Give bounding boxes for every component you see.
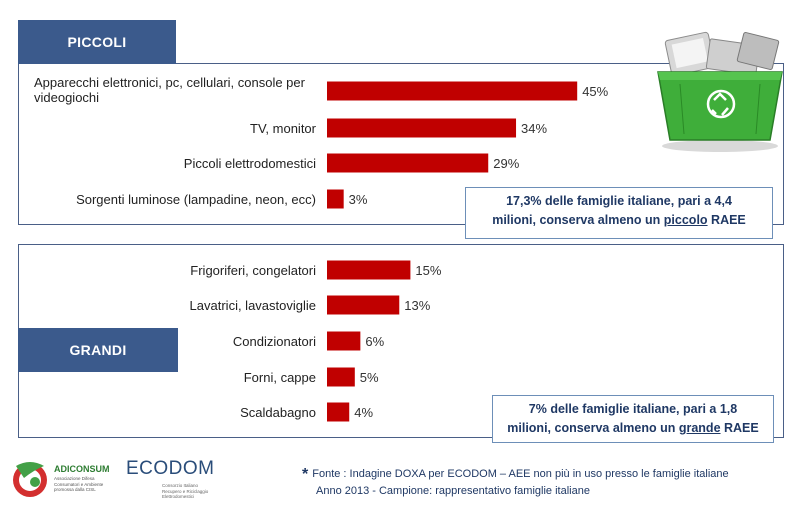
ecodom-subtitle: Consorzio Italiano Recupero e Riciclaggi… <box>162 483 209 499</box>
value-label-1-1: 13% <box>404 298 430 313</box>
bar-0-2 <box>327 153 489 173</box>
value-label-0-1: 34% <box>521 121 547 136</box>
category-label-1-0: Frigoriferi, congelatori <box>190 263 316 278</box>
category-label-0-1: TV, monitor <box>250 121 317 136</box>
value-label-1-0: 15% <box>415 263 441 278</box>
adiconsum-subtitle: Associazione Difesa Consumatori e Ambien… <box>54 476 104 492</box>
ecodom-name: ECODOM <box>126 458 215 479</box>
small-appliances-tab: PICCOLI <box>18 20 176 64</box>
source-line1: * Fonte : Indagine DOXA per ECODOM – AEE … <box>302 466 729 483</box>
bar-1-0 <box>327 260 411 280</box>
bar-1-1 <box>327 295 400 315</box>
large-appliances-tab: GRANDI <box>18 328 178 372</box>
value-label-1-4: 4% <box>354 405 373 420</box>
source-line2: Anno 2013 - Campione: rappresentativo fa… <box>316 485 590 497</box>
ecodom-logo: ECODOM Consorzio Italiano Recupero e Ric… <box>126 458 216 506</box>
category-label-0-2: Piccoli elettrodomestici <box>184 156 316 171</box>
large-raee-callout: 7% delle famiglie italiane, pari a 1,8 m… <box>492 395 774 443</box>
category-label-1-1: Lavatrici, lavastoviglie <box>190 298 316 313</box>
category-label-1-4: Scaldabagno <box>240 405 316 420</box>
value-label-1-2: 6% <box>365 334 384 349</box>
small-raee-callout: 17,3% delle famiglie italiane, pari a 4,… <box>465 187 773 239</box>
value-label-1-3: 5% <box>360 370 379 385</box>
value-label-0-0: 45% <box>582 84 608 99</box>
bar-0-0 <box>327 81 578 101</box>
large-callout-line1: 7% delle famiglie italiane, pari a 1,8 <box>528 402 738 416</box>
small-callout-line2: milioni, conserva almeno un piccolo RAEE <box>492 213 746 227</box>
category-label-0-3: Sorgenti luminose (lampadine, neon, ecc) <box>76 192 316 207</box>
source-note: * Fonte : Indagine DOXA per ECODOM – AEE … <box>302 466 729 500</box>
adiconsum-emblem-icon <box>13 462 47 497</box>
category-label-1-2: Condizionatori <box>233 334 316 349</box>
value-label-0-3: 3% <box>349 192 368 207</box>
category-label-0-0: Apparecchi elettronici, pc, cellulari, c… <box>34 75 306 105</box>
adiconsum-name: ADICONSUM <box>54 464 110 474</box>
value-label-0-2: 29% <box>493 156 519 171</box>
large-callout-line2: milioni, conserva almeno un grande RAEE <box>507 421 759 435</box>
adiconsum-logo: ADICONSUM Associazione Difesa Consumator… <box>10 456 120 506</box>
bar-1-2 <box>327 331 361 351</box>
bar-0-1 <box>327 118 517 138</box>
bar-1-4 <box>327 402 350 422</box>
recycling-bin-icon <box>657 31 783 152</box>
small-callout-line1: 17,3% delle famiglie italiane, pari a 4,… <box>506 194 732 208</box>
category-label-1-3: Forni, cappe <box>244 370 316 385</box>
bar-0-3 <box>327 189 344 209</box>
bar-1-3 <box>327 367 355 387</box>
